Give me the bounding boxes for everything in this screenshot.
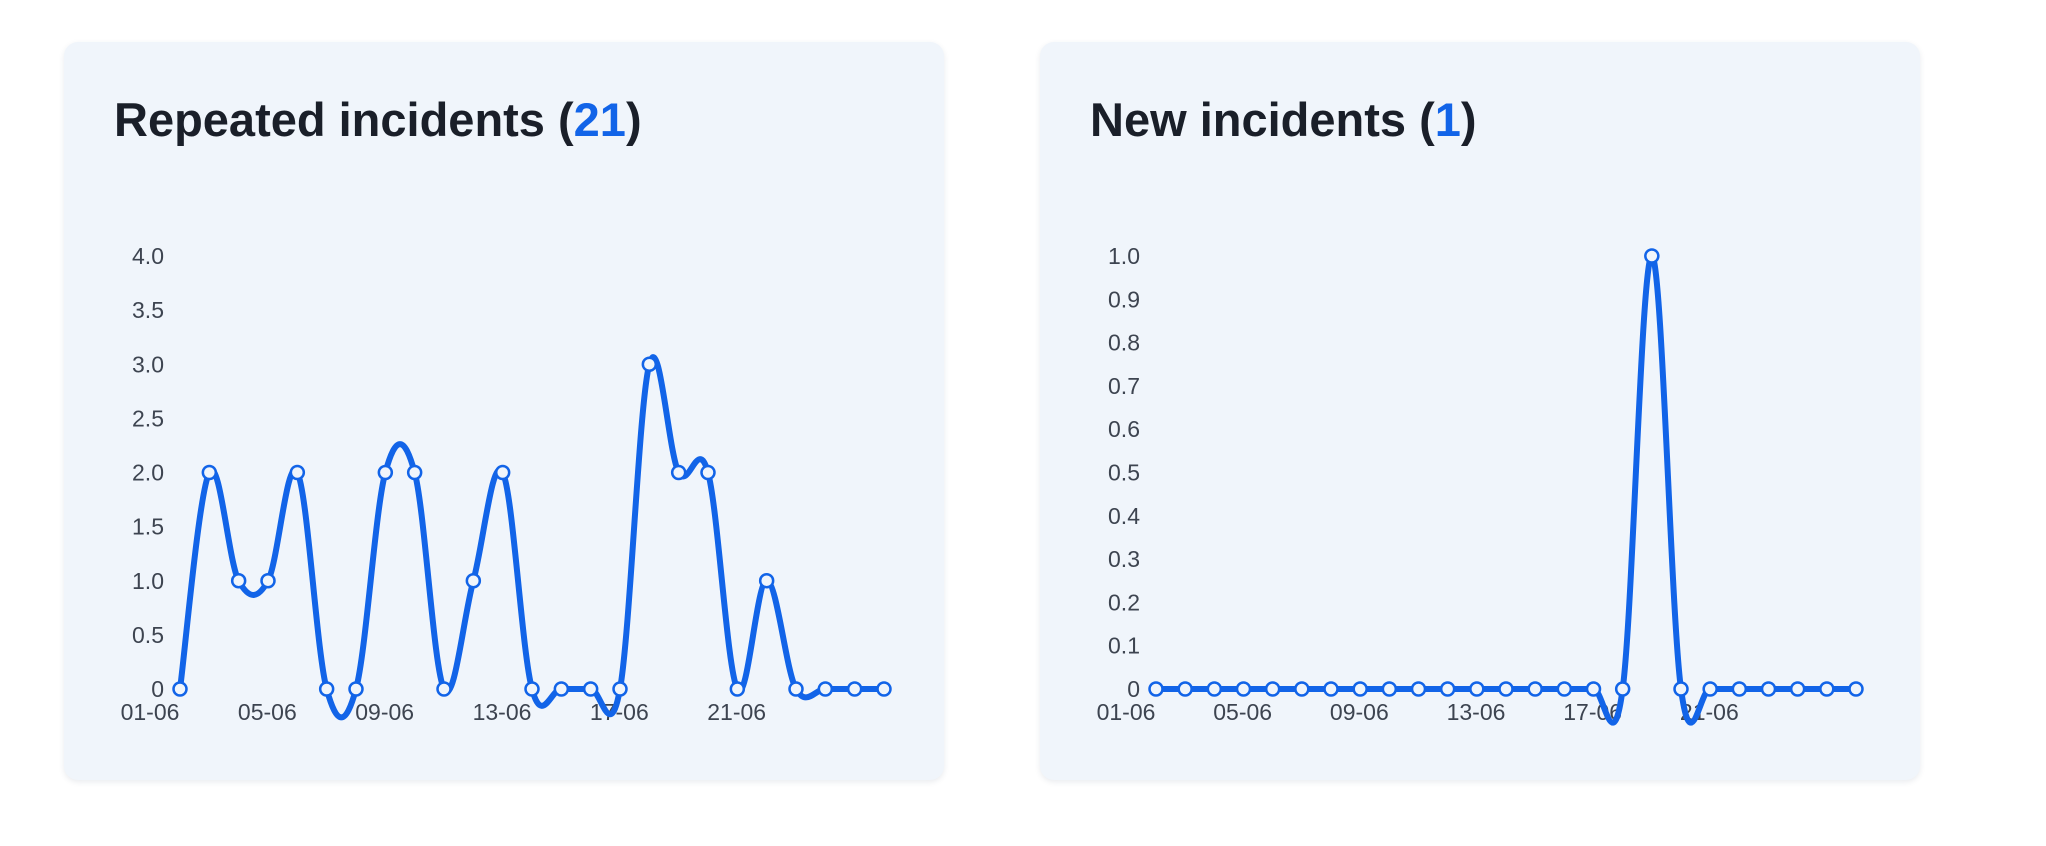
y-tick-label: 3.0 [132,351,164,377]
data-point[interactable] [1381,681,1398,697]
data-point[interactable] [1760,681,1777,697]
y-tick-label: 0.9 [1108,286,1140,312]
x-tick-label: 05-06 [1213,699,1272,725]
data-point[interactable] [436,681,452,697]
chart-title: New incidents [1090,93,1407,146]
data-point[interactable] [876,681,892,697]
x-tick-label: 09-06 [355,699,414,725]
data-point[interactable] [1264,681,1281,697]
y-tick-label: 0.5 [132,622,164,648]
data-point[interactable] [1410,681,1427,697]
data-point[interactable] [1644,248,1660,264]
data-point[interactable] [377,464,394,481]
data-point[interactable] [289,464,306,481]
card-title: Repeated incidents (21) [114,93,642,146]
data-point[interactable] [1556,681,1573,697]
y-tick-label: 4.0 [132,243,164,269]
x-tick-label: 13-06 [1447,699,1506,725]
y-tick-label: 0 [151,676,164,702]
y-tick-label: 0.4 [1108,503,1140,529]
series-line [1153,253,1859,726]
data-point[interactable] [1352,681,1368,697]
data-point[interactable] [348,681,364,697]
x-tick-label: 21-06 [707,699,766,725]
x-tick-label: 05-06 [238,699,297,725]
series-line [177,354,887,721]
chart-title: Repeated incidents [114,93,545,146]
y-tick-label: 0.6 [1108,416,1140,442]
data-point[interactable] [1527,681,1543,697]
repeated-incidents-card: Repeated incidents (21) 0 0.5 1.0 1.5 2.0 2.5… [64,42,944,780]
data-point[interactable] [494,464,511,481]
data-point[interactable] [1177,681,1193,697]
data-point[interactable] [1294,681,1310,697]
y-tick-label: 2.5 [132,405,164,431]
card-title: New incidents (1) [1090,93,1477,146]
data-point[interactable] [201,464,218,481]
data-point[interactable] [817,681,834,697]
data-point[interactable] [1585,681,1602,697]
data-point[interactable] [1148,681,1164,697]
data-point[interactable] [553,681,570,697]
x-tick-label: 13-06 [473,699,532,725]
y-tick-label: 0.1 [1108,633,1140,659]
y-tick-label: 3.5 [132,297,164,323]
incident-count: 1 [1434,93,1461,146]
data-point[interactable] [758,573,775,589]
y-tick-label: 0.5 [1108,460,1140,486]
data-point[interactable] [641,356,658,372]
data-point[interactable] [524,681,540,697]
y-tick-label: 1.0 [1108,243,1140,269]
data-point[interactable] [1731,681,1748,697]
data-point[interactable] [1206,681,1223,697]
y-tick-label: 2.0 [132,460,164,486]
data-point[interactable] [406,464,423,481]
data-point[interactable] [1848,681,1864,697]
data-point[interactable] [700,464,716,481]
data-point[interactable] [1439,681,1456,697]
data-point[interactable] [172,681,188,697]
y-tick-label: 1.5 [132,514,164,540]
data-point[interactable] [612,681,628,697]
data-point[interactable] [1614,681,1631,697]
x-tick-label: 01-06 [1097,699,1156,725]
data-point[interactable] [1789,681,1806,697]
data-point[interactable] [1498,681,1514,697]
y-tick-label: 1.0 [132,568,164,594]
data-point[interactable] [1702,681,1718,697]
data-point[interactable] [318,681,335,697]
data-point[interactable] [1469,681,1485,697]
new-incidents-chart: 0 0.1 0.2 0.3 0.4 0.5 0.6 0.7 0.8 0.9 1.0 01-06 05-0… [1097,243,1864,726]
y-tick-label: 0 [1127,676,1140,702]
y-tick-label: 0.3 [1108,546,1140,572]
data-point[interactable] [670,464,687,481]
data-point[interactable] [465,573,482,589]
repeated-incidents-chart: 0 0.5 1.0 1.5 2.0 2.5 3.0 3.5 4.0 01-06 05-06 09-06… [121,243,892,725]
data-point[interactable] [729,681,746,697]
data-point[interactable] [260,573,276,589]
data-point[interactable] [1819,681,1835,697]
data-point[interactable] [582,681,599,697]
incident-count: 21 [573,93,626,146]
y-tick-label: 0.2 [1108,589,1140,615]
x-tick-label: 09-06 [1330,699,1389,725]
data-point[interactable] [846,681,863,697]
data-point[interactable] [788,681,804,697]
data-point[interactable] [1235,681,1252,697]
x-tick-label: 01-06 [121,699,180,725]
data-point[interactable] [1323,681,1339,697]
y-tick-label: 0.7 [1108,373,1140,399]
data-point[interactable] [230,573,247,589]
new-incidents-card: New incidents (1) 0 0.1 0.2 0.3 0.4 0.5 0.6 0.7… [1040,42,1920,780]
y-tick-label: 0.8 [1108,330,1140,356]
data-point[interactable] [1673,681,1689,697]
